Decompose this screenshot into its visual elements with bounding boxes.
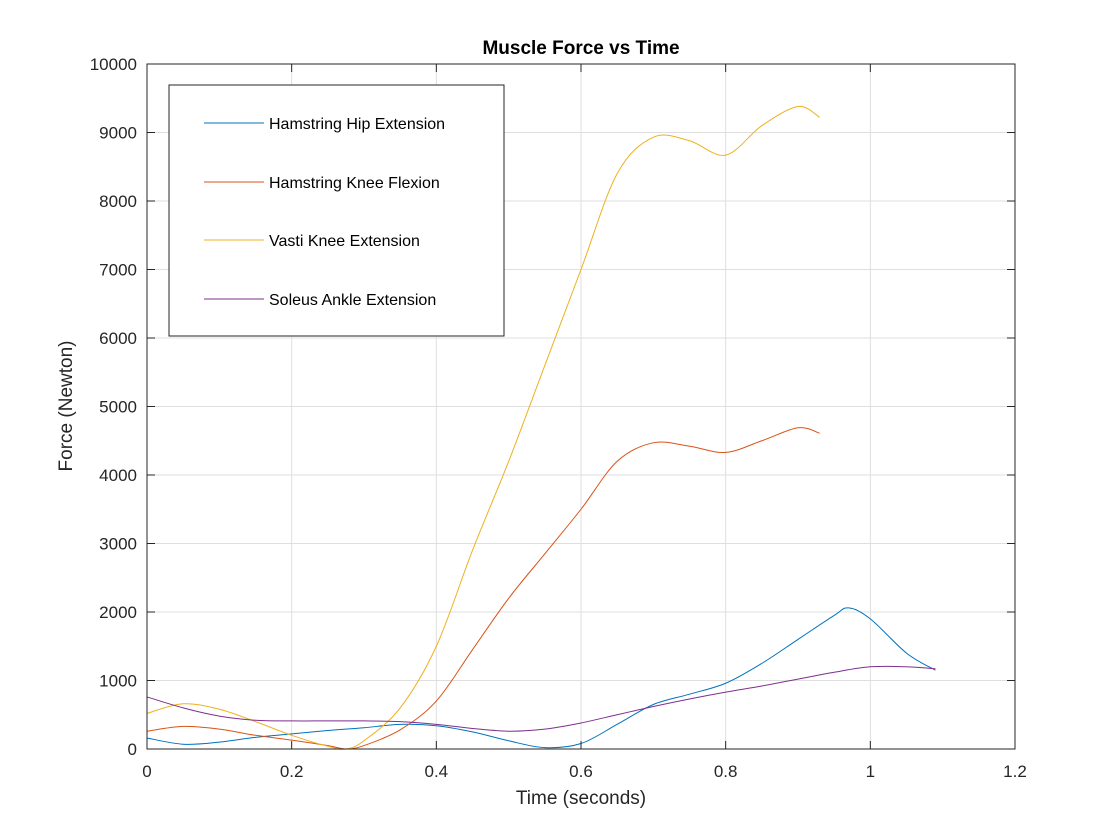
x-tick-label: 1.2 [1003,762,1027,781]
x-tick-label: 0.2 [280,762,304,781]
legend-label-3: Soleus Ankle Extension [269,292,436,309]
series-line-3 [146,665,936,732]
x-tick-label: 0.8 [714,762,738,781]
legend-label-2: Vasti Knee Extension [269,233,420,250]
x-axis-label: Time (seconds) [516,788,646,809]
y-tick-label: 1000 [99,672,137,691]
x-tick-label: 0.4 [425,762,449,781]
y-tick-label: 9000 [99,124,137,143]
series-lines [146,105,936,750]
y-axis-label: Force (Newton) [56,341,77,472]
y-tick-label: 2000 [99,603,137,622]
legend-label-0: Hamstring Hip Extension [269,116,445,133]
y-tick-label: 6000 [99,329,137,348]
x-tick-label: 0.6 [569,762,593,781]
series-line-1 [146,427,820,750]
legend-box [168,84,505,337]
y-tick-label: 7000 [99,261,137,280]
x-tick-label: 1 [866,762,875,781]
y-tick-label: 4000 [99,466,137,485]
chart-title: Muscle Force vs Time [482,38,679,59]
legend-label-1: Hamstring Knee Flexion [269,175,440,192]
y-tick-label: 0 [128,740,137,759]
y-tick-label: 8000 [99,192,137,211]
x-tick-label: 0 [142,762,151,781]
series-line-2 [146,105,820,750]
y-tick-label: 3000 [99,535,137,554]
y-tick-label: 10000 [90,55,137,74]
y-tick-label: 5000 [99,398,137,417]
axis-ticks: 0 0.2 0.4 0.6 0.8 1 1.2 0 1000 2000 3000 4000 5000 60… [90,55,1027,781]
legend: Hamstring Hip Extension Hamstring Knee Fl… [168,84,505,337]
